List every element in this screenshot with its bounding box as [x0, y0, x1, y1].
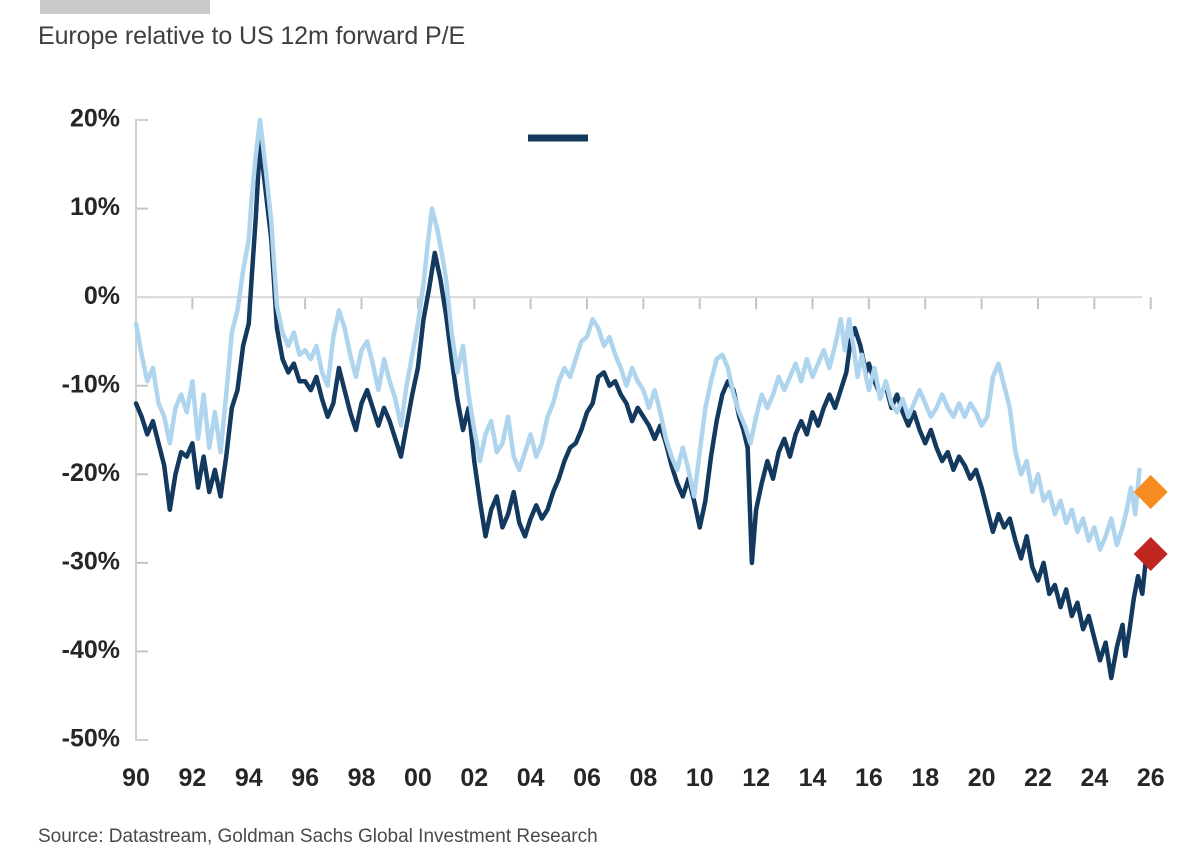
x-tick-label: 04: [517, 764, 545, 792]
x-tick-label: 00: [404, 764, 432, 792]
x-tick-label: 22: [1024, 764, 1052, 792]
x-tick-label: 08: [629, 764, 657, 792]
exhibit-tag-bar: [40, 0, 210, 14]
x-tick-label: 94: [235, 764, 263, 792]
y-tick-label: 10%: [70, 193, 120, 221]
x-tick-label: 24: [1080, 764, 1108, 792]
x-tick-label: 16: [855, 764, 883, 792]
source-note: Source: Datastream, Goldman Sachs Global…: [38, 826, 598, 847]
x-tick-label: 12: [742, 764, 770, 792]
end-markers-layer: [1133, 475, 1168, 571]
x-tick-label: 14: [799, 764, 827, 792]
y-axis-tick-labels: 20% 10% 0% -10% -20% -30% -40% -50%: [62, 105, 120, 753]
x-tick-label: 98: [348, 764, 376, 792]
x-tick-label: 90: [122, 764, 150, 792]
y-tick-label: -40%: [62, 636, 120, 664]
y-tick-label: 0%: [84, 282, 120, 310]
x-tick-label: 26: [1137, 764, 1165, 792]
x-axis-tick-labels: 90 92 94 96 98 00 02 04 06 08 10 12 14 16 18 20 22 24 26: [122, 764, 1165, 792]
line-chart: 20% 10% 0% -10% -20% -30% -40% -50% 90 92 94 96 98 0…: [62, 105, 1168, 792]
axis-frame: [135, 119, 146, 741]
x-tick-label: 06: [573, 764, 601, 792]
y-tick-label: -20%: [62, 459, 120, 487]
chart-container: 20% 10% 0% -10% -20% -30% -40% -50% 90 92 94 96 98 0…: [62, 105, 1168, 792]
x-tick-label: 10: [686, 764, 714, 792]
end-marker-diamond-europe-vs-us: [1133, 537, 1168, 571]
y-tick-label: -10%: [62, 370, 120, 398]
x-tick-label: 18: [911, 764, 939, 792]
y-tick-label: -30%: [62, 547, 120, 575]
series-line-europe-vs-us: [133, 139, 1149, 681]
x-tick-label: 92: [178, 764, 206, 792]
series-layer: [133, 117, 1149, 681]
x-tick-label: 20: [968, 764, 996, 792]
axis-tick-marks: [135, 119, 1152, 741]
series-line-europe-us-sector-weights-vs-us: [133, 117, 1142, 552]
end-marker-diamond-europe-us-sector-weights-vs-us: [1133, 475, 1168, 509]
y-tick-label: 20%: [70, 105, 120, 133]
y-tick-label: -50%: [62, 725, 120, 753]
x-tick-label: 02: [460, 764, 488, 792]
x-tick-label: 96: [291, 764, 319, 792]
page-title: Europe relative to US 12m forward P/E: [38, 22, 466, 50]
